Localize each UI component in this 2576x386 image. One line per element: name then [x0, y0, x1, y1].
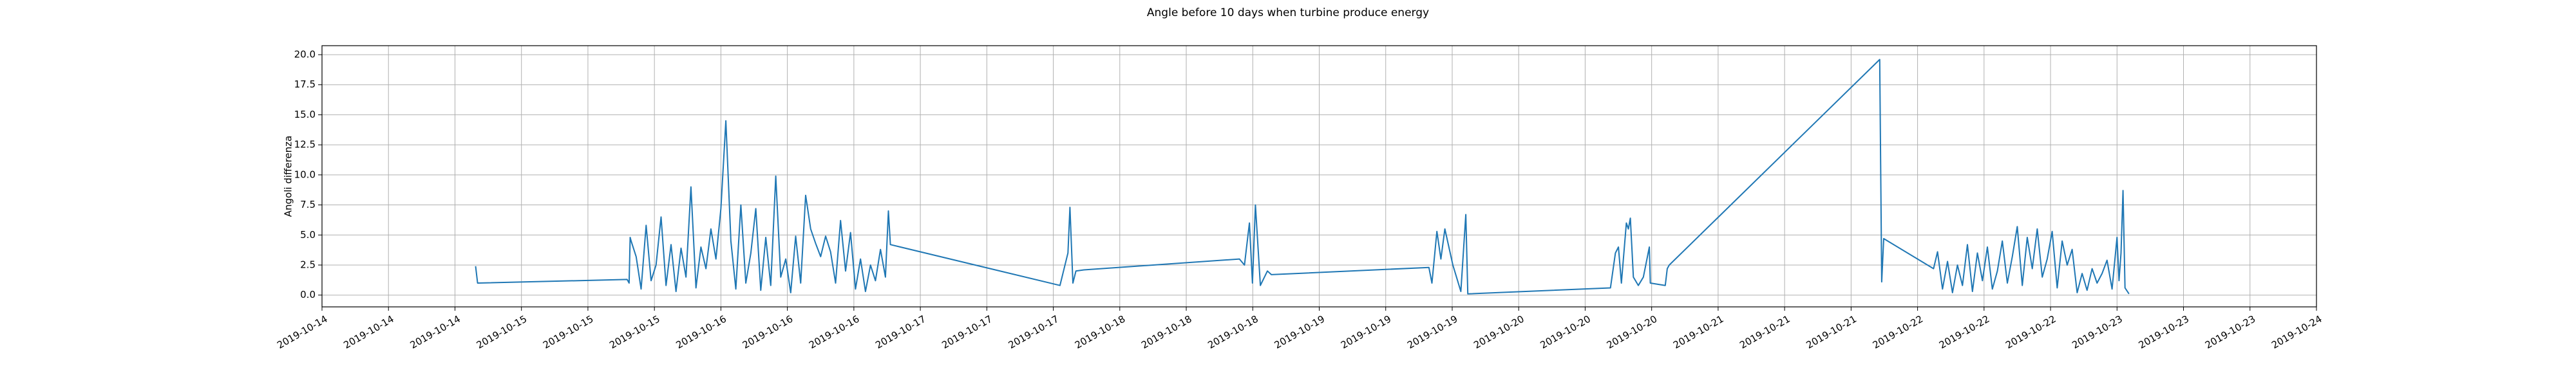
y-tick-label: 2.5: [300, 259, 316, 270]
y-tick-label: 0.0: [300, 289, 316, 300]
y-tick-label: 20.0: [294, 49, 316, 60]
y-tick-label: 7.5: [300, 199, 316, 210]
chart-title: Angle before 10 days when turbine produc…: [1147, 6, 1429, 19]
y-tick-label: 5.0: [300, 229, 316, 241]
data-line: [475, 59, 2130, 295]
y-tick-label: 17.5: [294, 78, 316, 90]
plot-frame: [321, 45, 2317, 308]
y-tick-label: 15.0: [294, 109, 316, 120]
y-axis-label: Angoli differenza: [283, 136, 294, 217]
y-tick-label: 12.5: [294, 139, 316, 151]
y-tick-label: 10.0: [294, 169, 316, 180]
